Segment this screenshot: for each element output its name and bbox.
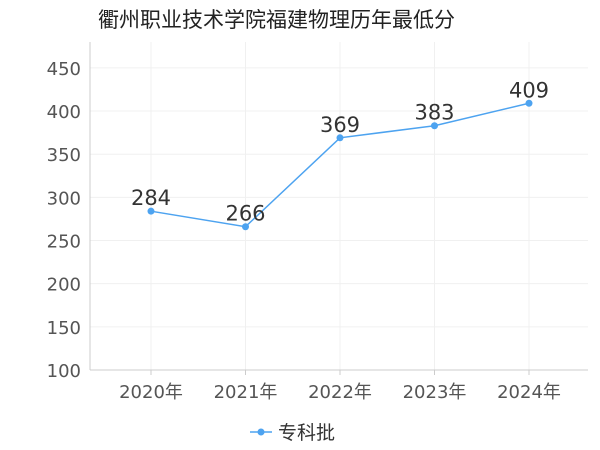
data-label: 409 — [509, 78, 549, 102]
grid — [90, 42, 588, 371]
y-tick-label: 200 — [47, 275, 81, 296]
data-label: 266 — [225, 202, 265, 226]
x-tick-label: 2023年 — [403, 382, 467, 403]
y-tick-label: 450 — [47, 59, 81, 80]
axes — [89, 42, 588, 375]
x-tick-label: 2020年 — [119, 382, 183, 403]
data-point — [525, 99, 533, 107]
chart-title: 衢州职业技术学院福建物理历年最低分 — [98, 8, 455, 32]
y-tick-label: 100 — [47, 361, 81, 382]
y-tick-label: 350 — [47, 145, 81, 166]
data-point — [147, 207, 155, 215]
data-point — [242, 223, 249, 231]
y-tick-label: 150 — [47, 318, 81, 339]
x-axis-ticks: 2020年 2021年 2022年 2023年 2024年 — [119, 382, 561, 403]
legend-marker — [257, 428, 265, 436]
data-label: 383 — [414, 101, 454, 125]
legend-label: 专科批 — [278, 422, 335, 444]
data-point — [336, 134, 344, 142]
x-tick-label: 2024年 — [497, 382, 561, 403]
y-tick-label: 250 — [47, 232, 81, 253]
y-tick-label: 400 — [47, 102, 81, 123]
y-axis-ticks: 100 150 200 250 300 350 400 450 — [47, 59, 81, 382]
data-label: 369 — [320, 113, 360, 137]
data-point — [431, 122, 438, 130]
legend[interactable]: 专科批 — [250, 422, 335, 444]
y-tick-label: 300 — [47, 188, 81, 209]
x-tick-label: 2022年 — [308, 382, 372, 403]
x-tick-label: 2021年 — [214, 382, 278, 403]
data-label: 284 — [131, 186, 171, 210]
series-group: 284 266 369 383 409 — [131, 78, 549, 231]
